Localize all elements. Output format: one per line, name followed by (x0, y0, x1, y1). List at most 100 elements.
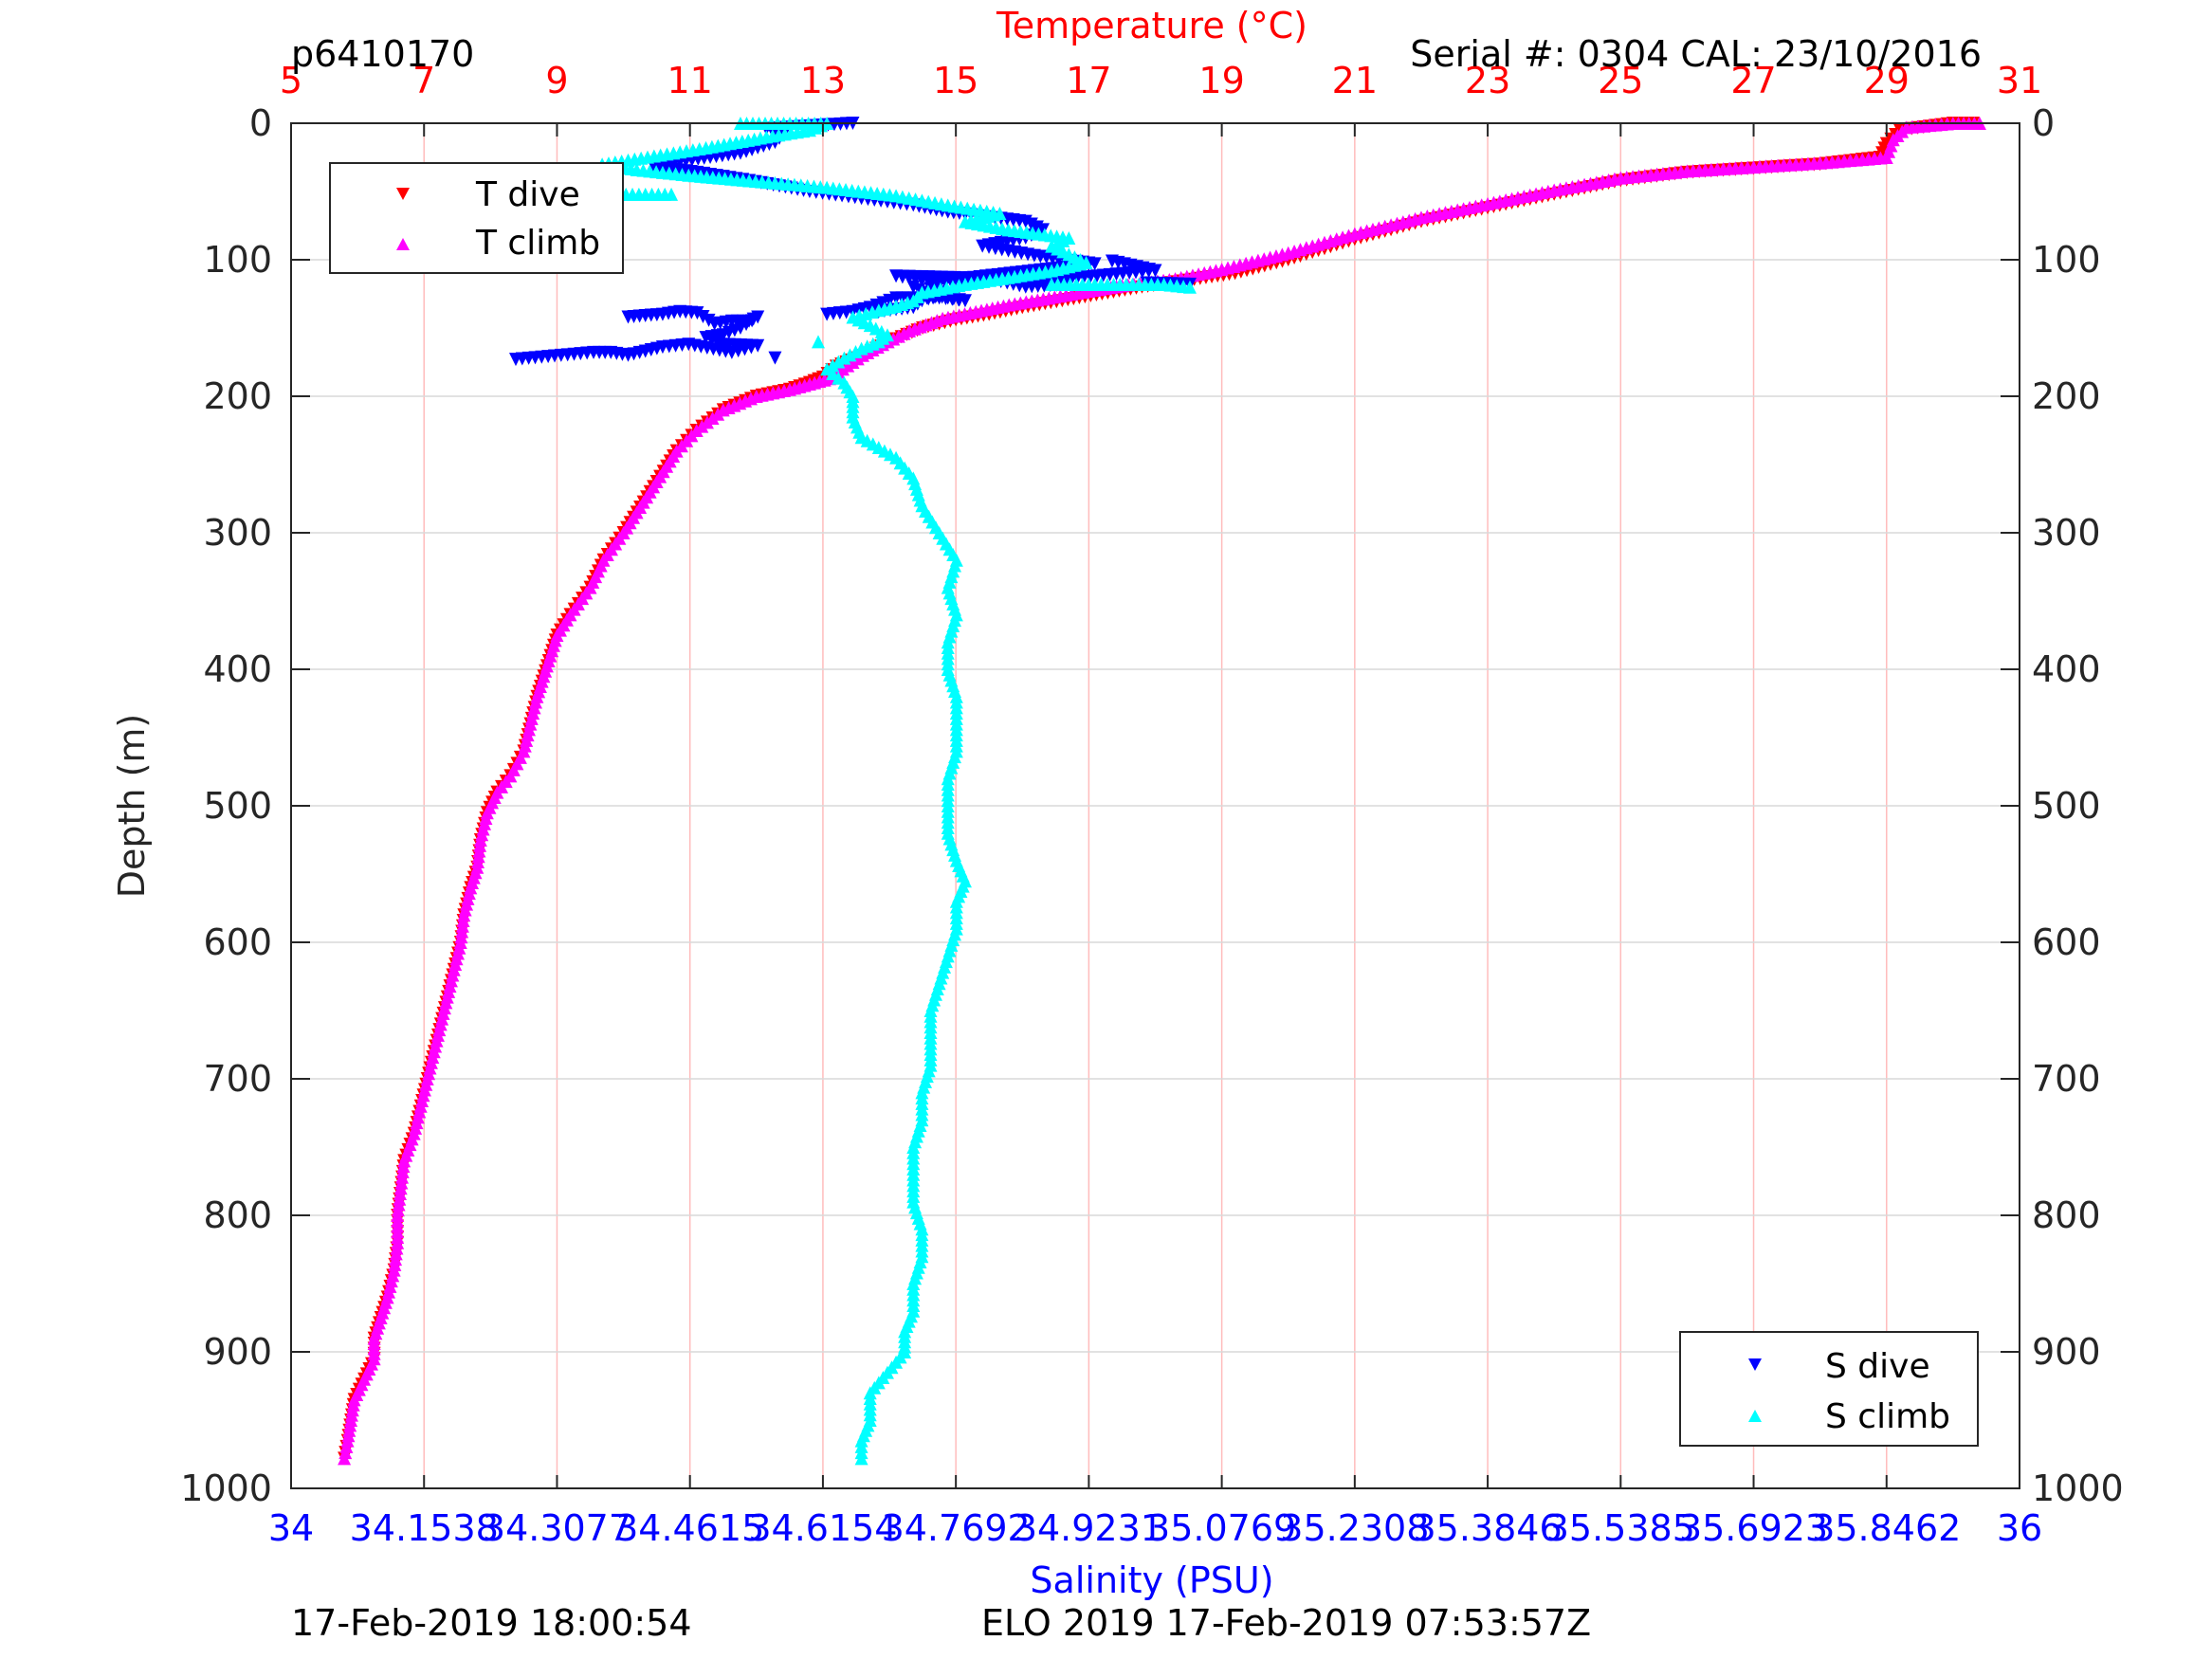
data-points (338, 117, 1986, 1466)
data-marker (395, 1170, 410, 1184)
salinity-axis-title: Salinity (PSU) (1030, 1559, 1273, 1601)
depth-tick-label-left: 1000 (180, 1468, 272, 1509)
legend-label-s-climb: S climb (1825, 1397, 1950, 1436)
data-marker (341, 1429, 356, 1443)
salinity-tick-label: 34 (268, 1507, 314, 1549)
data-marker (389, 1252, 403, 1267)
depth-tick-label-right: 400 (2032, 648, 2101, 690)
data-marker (473, 833, 487, 847)
data-marker (665, 187, 679, 201)
data-marker (390, 1241, 404, 1255)
footer-center-mission: ELO 2019 17-Feb-2019 07:53:57Z (981, 1602, 1591, 1644)
data-marker (346, 1397, 360, 1412)
legend-label-t-dive: T dive (475, 175, 580, 214)
temperature-legend-box (329, 162, 624, 274)
data-marker (388, 1257, 402, 1271)
depth-axis-title: Depth (m) (111, 714, 153, 899)
depth-tick-label-right: 800 (2032, 1194, 2101, 1236)
series-t-climb (338, 117, 1986, 1466)
data-marker (395, 1164, 410, 1178)
footer-left-timestamp: 17-Feb-2019 18:00:54 (291, 1602, 692, 1644)
depth-tick-label-left: 200 (203, 375, 272, 417)
chart-header-right: Serial #: 0304 CAL: 23/10/2016 (1410, 33, 1982, 75)
data-marker (455, 924, 469, 939)
depth-tick-label-left: 500 (203, 785, 272, 827)
depth-tick-label-left: 0 (249, 102, 272, 144)
data-marker (454, 930, 468, 944)
data-marker (768, 351, 782, 365)
data-marker (457, 908, 471, 922)
salinity-tick-label: 34.7692 (882, 1507, 1031, 1549)
depth-tick-label-left: 300 (203, 512, 272, 554)
chart-header-left: p6410170 (291, 33, 474, 75)
data-marker (393, 1186, 407, 1200)
temperature-tick-label: 5 (280, 60, 302, 101)
depth-tick-label-left: 700 (203, 1058, 272, 1100)
temperature-tick-label: 15 (933, 60, 978, 101)
depth-tick-label-right: 600 (2032, 921, 2101, 963)
data-marker (473, 838, 487, 852)
data-marker (343, 1418, 357, 1432)
data-marker (854, 1451, 868, 1466)
depth-tick-label-right: 700 (2032, 1058, 2101, 1100)
salinity-legend: S dive S climb (1679, 1331, 1979, 1447)
series-s-dive (508, 117, 1197, 367)
temperature-tick-label: 13 (800, 60, 846, 101)
depth-tick-label-left: 800 (203, 1194, 272, 1236)
data-marker (394, 1176, 409, 1190)
data-marker (696, 310, 710, 323)
depth-tick-label-left: 100 (203, 239, 272, 281)
data-marker (702, 313, 716, 327)
data-marker (471, 855, 485, 869)
data-marker (471, 849, 485, 864)
temperature-tick-label: 7 (412, 60, 435, 101)
salinity-legend-box (1679, 1331, 1979, 1447)
data-marker (397, 1154, 411, 1168)
grid-lines (291, 123, 2020, 1488)
salinity-tick-label: 34.6154 (748, 1507, 897, 1549)
salinity-tick-label: 34.3077 (483, 1507, 631, 1549)
salinity-tick-label: 34.9231 (1015, 1507, 1163, 1549)
data-marker (338, 1446, 353, 1460)
salinity-tick-label: 35.3846 (1414, 1507, 1563, 1549)
data-marker (391, 1203, 405, 1217)
data-marker (342, 1423, 356, 1437)
temperature-tick-label: 23 (1465, 60, 1510, 101)
depth-tick-label-right: 1000 (2032, 1468, 2124, 1509)
data-marker (393, 1181, 408, 1195)
depth-tick-label-right: 0 (2032, 102, 2055, 144)
temperature-tick-label: 11 (667, 60, 713, 101)
data-marker (396, 1159, 411, 1174)
salinity-tick-label: 35.8462 (1812, 1507, 1961, 1549)
data-marker (393, 1192, 407, 1206)
legend-marker-t-dive (396, 188, 410, 200)
legend-label-s-dive: S dive (1825, 1347, 1930, 1386)
depth-tick-label-right: 100 (2032, 239, 2101, 281)
depth-tick-label-left: 600 (203, 921, 272, 963)
data-marker (344, 1408, 358, 1422)
data-marker (508, 353, 522, 367)
data-marker (344, 1413, 358, 1427)
data-marker (740, 318, 754, 332)
temperature-tick-label: 21 (1332, 60, 1378, 101)
data-marker (347, 1393, 361, 1407)
data-marker (906, 280, 921, 294)
data-marker (1182, 280, 1197, 294)
salinity-tick-label: 35.6923 (1679, 1507, 1828, 1549)
temperature-tick-label: 19 (1198, 60, 1244, 101)
data-marker (751, 310, 765, 324)
legend-marker-s-climb (1748, 1410, 1762, 1422)
legend-marker-s-dive (1748, 1358, 1762, 1371)
salinity-tick-label: 35.5385 (1546, 1507, 1695, 1549)
data-marker (338, 1451, 352, 1466)
legend-marker-t-climb (396, 238, 410, 250)
data-marker (812, 335, 826, 349)
data-marker (690, 306, 704, 320)
depth-tick-label-left: 400 (203, 648, 272, 690)
salinity-tick-label: 35.0769 (1147, 1507, 1296, 1549)
data-marker (392, 1197, 406, 1212)
data-marker (340, 1433, 355, 1448)
data-marker (339, 1439, 354, 1453)
depth-tick-label-left: 900 (203, 1331, 272, 1373)
